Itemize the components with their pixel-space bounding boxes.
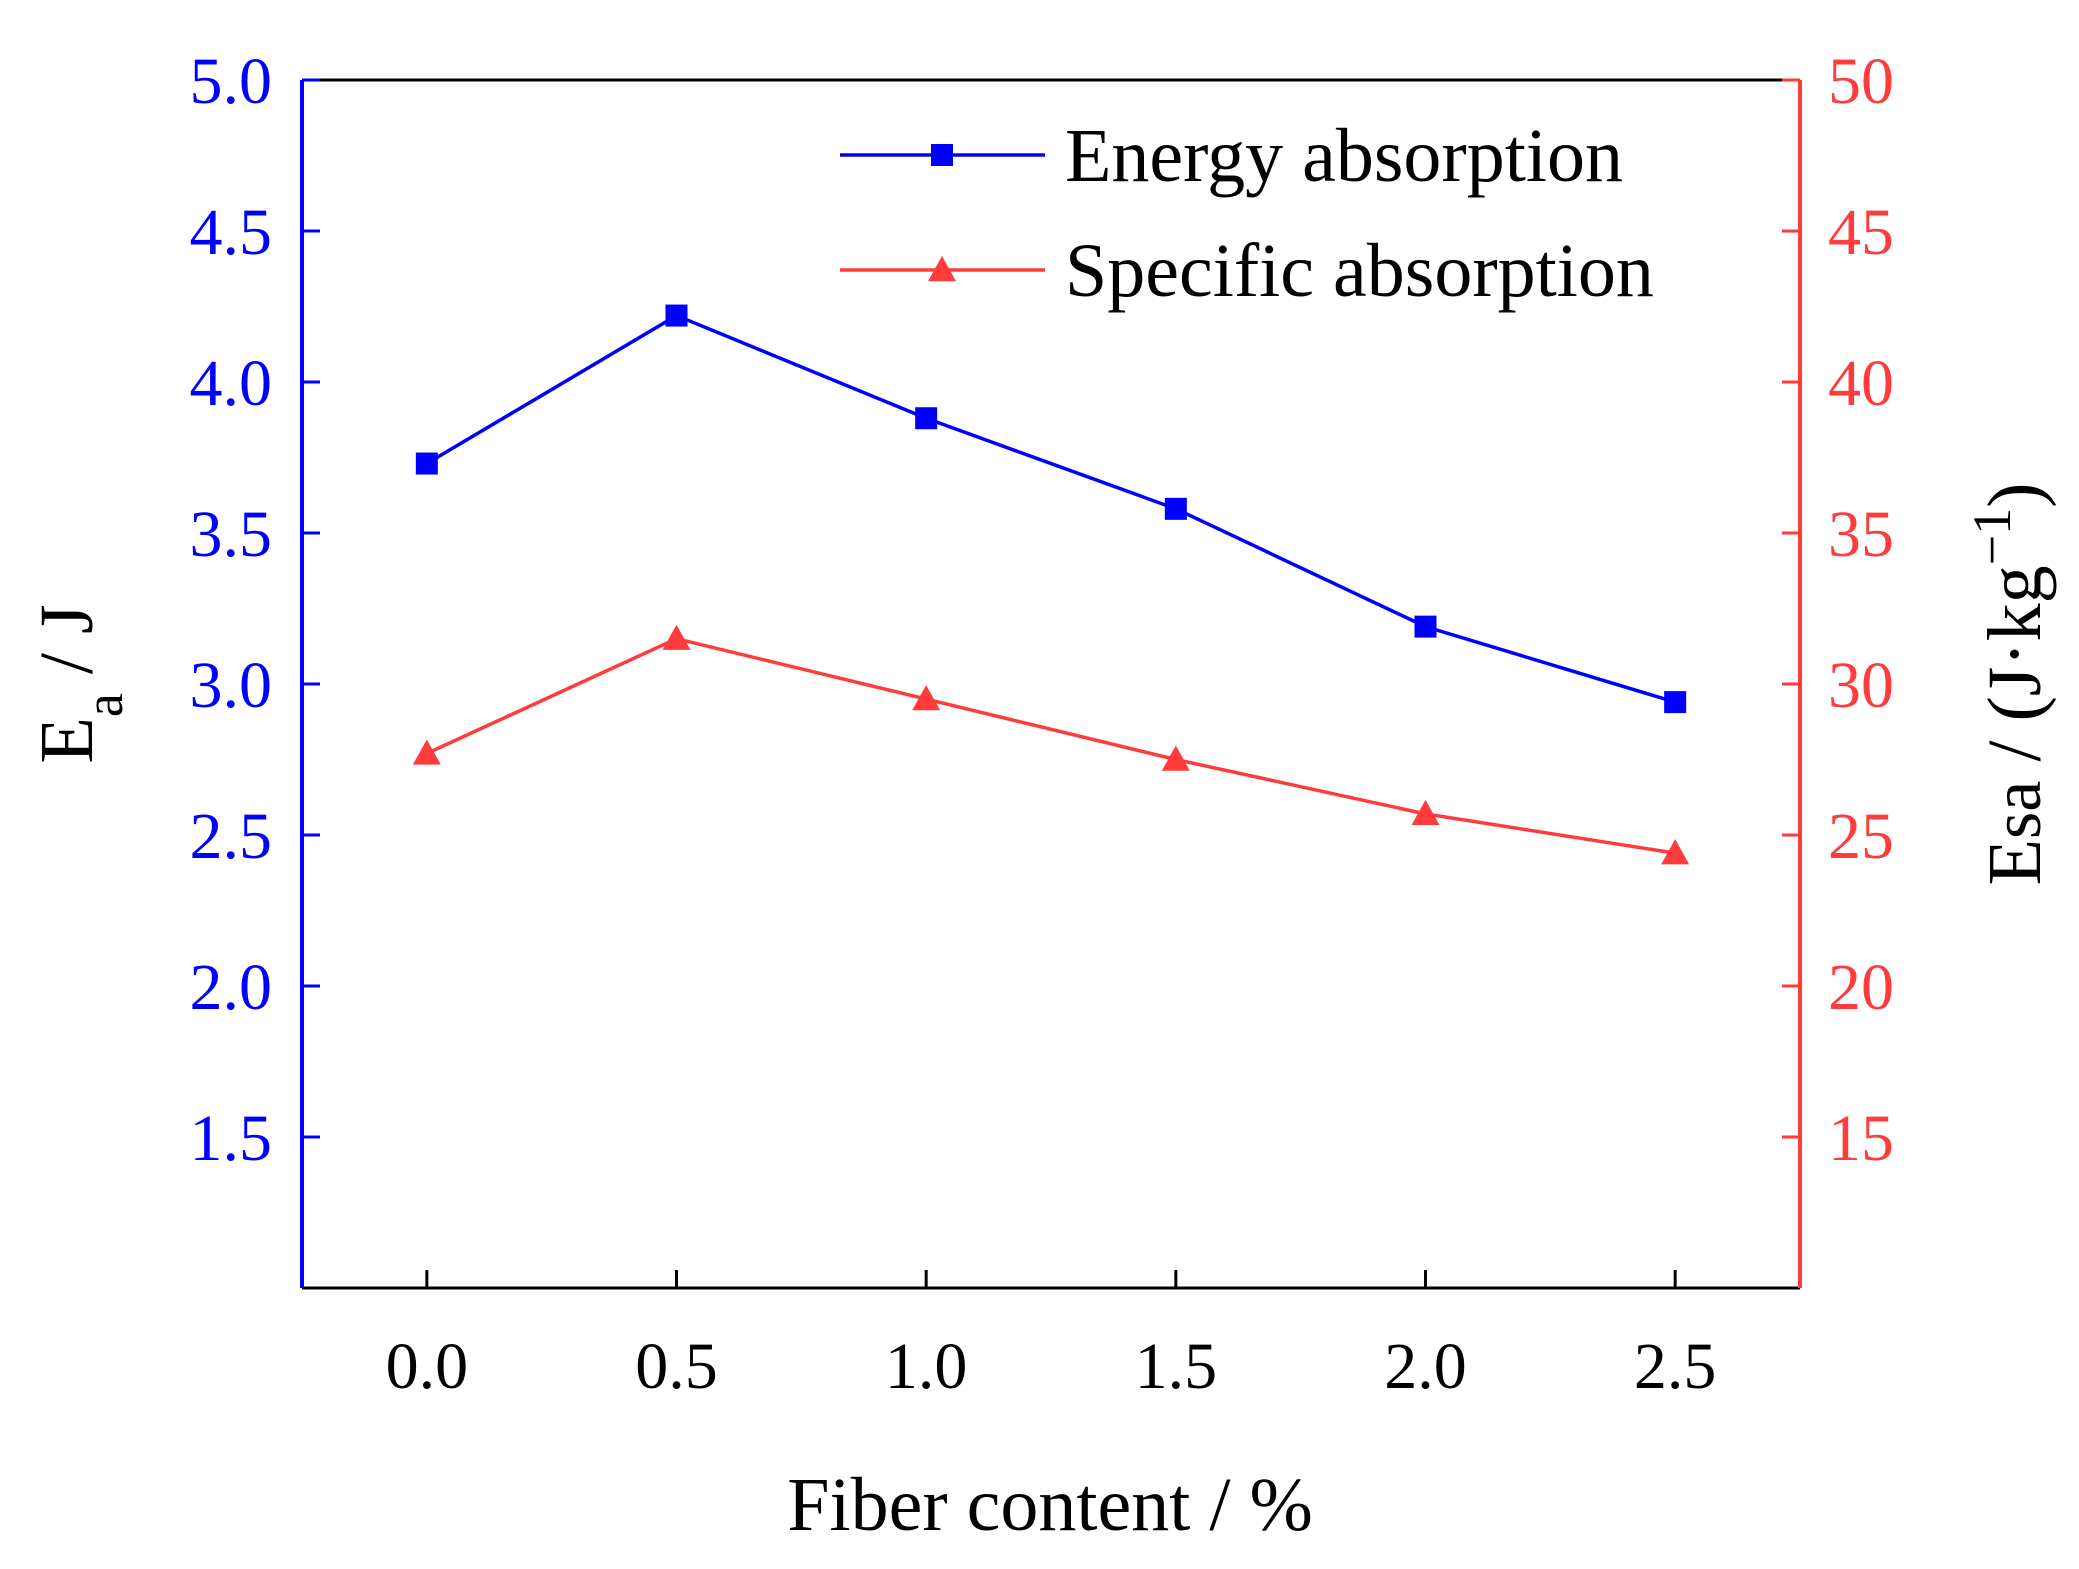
left-y-tick-label: 4.5 bbox=[190, 196, 273, 269]
left-y-tick-label: 1.5 bbox=[190, 1102, 273, 1175]
axis-titles: Fiber content / % Ea / J Esa / (J·kg−1) bbox=[25, 483, 2057, 1547]
left-y-tick-label: 3.5 bbox=[190, 498, 273, 571]
data-point bbox=[662, 624, 691, 650]
left-y-tick-label: 5.0 bbox=[190, 45, 273, 118]
right-y-axis-title: Esa / (J·kg−1) bbox=[1962, 483, 2057, 886]
data-point bbox=[412, 739, 441, 765]
x-axis-title: Fiber content / % bbox=[787, 1463, 1313, 1547]
left-y-tick-label: 2.5 bbox=[190, 800, 273, 873]
x-tick-label: 0.0 bbox=[386, 1330, 469, 1403]
x-tick-label: 2.5 bbox=[1634, 1330, 1717, 1403]
legend: Energy absorption Specific absorption bbox=[840, 114, 1654, 313]
legend-label: Specific absorption bbox=[1065, 229, 1654, 313]
series-line bbox=[425, 313, 1676, 704]
data-point bbox=[1161, 745, 1190, 771]
x-tick-label: 1.5 bbox=[1135, 1330, 1218, 1403]
left-y-tick-label: 2.0 bbox=[190, 951, 273, 1024]
data-point bbox=[915, 407, 938, 430]
right-y-tick-label: 35 bbox=[1828, 498, 1894, 571]
x-tick-label: 2.0 bbox=[1384, 1330, 1467, 1403]
data-point bbox=[1664, 691, 1687, 714]
data-point bbox=[665, 304, 688, 327]
left-y-tick-label: 3.0 bbox=[190, 649, 273, 722]
x-tick-label: 0.5 bbox=[635, 1330, 718, 1403]
data-point bbox=[912, 685, 941, 711]
right-y-tick-label: 15 bbox=[1828, 1102, 1894, 1175]
data-point bbox=[1164, 497, 1187, 520]
right-y-tick-label: 40 bbox=[1828, 347, 1894, 420]
right-y-tick-label: 50 bbox=[1828, 45, 1894, 118]
legend-marker bbox=[931, 144, 953, 166]
data-point bbox=[1661, 839, 1690, 865]
series-energy-absorption bbox=[415, 304, 1687, 714]
left-y-tick-label: 4.0 bbox=[190, 347, 273, 420]
series-layer bbox=[412, 304, 1690, 865]
x-tick-label: 1.0 bbox=[885, 1330, 968, 1403]
right-y-tick-label: 25 bbox=[1828, 800, 1894, 873]
axes-layer: 0.0 0.5 1.0 1.5 2.0 2.5 1.5 2.0 2.5 3.0 3.5 4.0 4.5 5… bbox=[190, 45, 1895, 1403]
right-y-tick-label: 20 bbox=[1828, 951, 1894, 1024]
legend-label: Energy absorption bbox=[1065, 114, 1623, 198]
left-y-axis-title: Ea / J bbox=[25, 604, 134, 763]
right-y-tick-label: 30 bbox=[1828, 649, 1894, 722]
data-point bbox=[1411, 799, 1440, 826]
series-specific-absorption bbox=[412, 624, 1690, 865]
legend-marker bbox=[928, 256, 956, 282]
data-point bbox=[1414, 615, 1437, 638]
data-point bbox=[415, 452, 438, 475]
series-line bbox=[426, 636, 1676, 855]
right-y-tick-label: 45 bbox=[1828, 196, 1894, 269]
